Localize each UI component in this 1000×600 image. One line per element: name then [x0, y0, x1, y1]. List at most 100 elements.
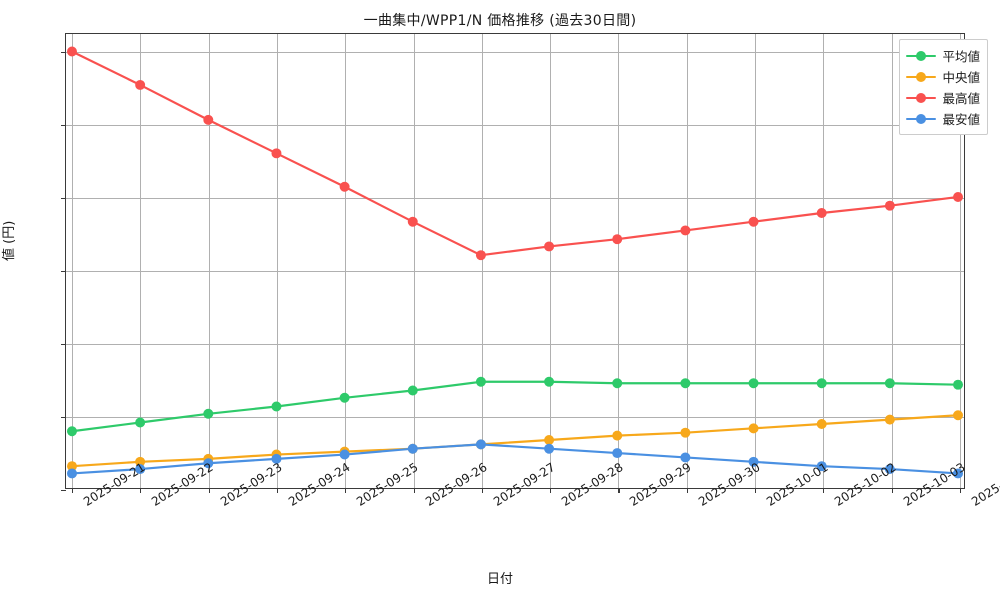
data-point	[680, 427, 691, 438]
chart-legend: 平均値中央値最高値最安値	[899, 39, 988, 135]
x-gridline	[276, 34, 278, 488]
data-point	[953, 410, 964, 421]
data-point	[66, 426, 77, 437]
data-point	[612, 378, 623, 389]
legend-swatch-icon	[906, 71, 937, 83]
series-layer	[66, 46, 964, 479]
data-point	[203, 114, 214, 125]
data-point	[884, 414, 895, 425]
legend-item-3[interactable]: 最高値	[906, 87, 980, 108]
y-gridline	[66, 197, 964, 199]
data-point	[544, 241, 555, 252]
legend-label: 中央値	[942, 70, 980, 85]
legend-item-2[interactable]: 中央値	[906, 66, 980, 87]
x-tick-label: 2025-09-24	[286, 460, 353, 509]
data-point	[544, 435, 555, 445]
x-tick-label: 2025-10-04	[969, 460, 1000, 509]
legend-swatch-icon	[906, 92, 937, 104]
legend-label: 平均値	[942, 49, 980, 64]
x-axis-label: 日付	[486, 572, 513, 587]
data-point	[475, 376, 486, 387]
x-tick-mark	[72, 488, 74, 493]
series-4	[66, 439, 964, 479]
data-point	[407, 385, 418, 396]
data-point	[407, 443, 418, 454]
x-gridline	[823, 34, 825, 488]
data-point	[748, 378, 759, 389]
x-tick-mark	[960, 488, 962, 493]
x-gridline	[550, 34, 552, 488]
series-line	[70, 414, 960, 468]
series-line	[70, 50, 960, 257]
data-point	[816, 208, 827, 218]
x-tick-mark	[276, 488, 279, 493]
x-tick-label: 2025-09-22	[149, 460, 216, 509]
x-tick-label: 2025-09-23	[218, 460, 285, 509]
data-point	[816, 461, 827, 472]
data-point	[407, 216, 418, 227]
x-tick-mark	[755, 488, 757, 493]
chart-title: 一曲集中/WPP1/N 価格推移 (過去30日間)	[363, 13, 637, 29]
data-point	[816, 418, 827, 429]
data-point	[135, 456, 146, 467]
data-point	[339, 449, 350, 460]
x-tick-mark	[550, 488, 552, 493]
data-point	[884, 378, 895, 389]
x-tick-label: 2025-09-25	[354, 460, 421, 509]
y-gridline	[66, 270, 964, 272]
x-tick-mark	[140, 488, 142, 493]
y-gridline	[66, 416, 964, 418]
x-tick-mark	[481, 488, 483, 493]
data-point	[748, 456, 759, 467]
data-point	[66, 461, 77, 472]
x-gridline	[140, 34, 142, 488]
legend-item-1[interactable]: 平均値	[906, 45, 980, 66]
data-point	[203, 458, 214, 469]
data-point	[544, 376, 555, 387]
data-point	[612, 448, 623, 459]
data-point	[135, 464, 146, 475]
x-gridline	[481, 34, 483, 488]
x-tick-mark	[345, 488, 347, 493]
x-tick-label: 2025-09-30	[696, 460, 763, 509]
legend-label: 最安値	[942, 112, 980, 127]
data-point	[748, 423, 759, 434]
data-point	[816, 378, 827, 389]
y-tick-mark	[61, 124, 66, 126]
data-point	[271, 453, 282, 464]
series-line	[70, 380, 960, 433]
data-point	[135, 417, 146, 428]
data-point	[339, 392, 350, 403]
x-tick-label: 2025-10-02	[832, 460, 899, 509]
y-tick-mark	[61, 490, 66, 492]
x-tick-mark	[208, 488, 210, 493]
x-gridline	[413, 34, 415, 488]
data-point	[884, 464, 895, 475]
data-point	[271, 148, 282, 159]
x-tick-label: 2025-10-01	[764, 460, 831, 509]
x-tick-mark	[618, 488, 620, 493]
data-point	[680, 452, 691, 463]
data-point	[66, 46, 77, 57]
legend-item-4[interactable]: 最安値	[906, 108, 980, 129]
x-gridline	[686, 34, 688, 488]
y-gridline	[66, 343, 964, 345]
data-point	[135, 79, 146, 90]
series-3	[66, 46, 964, 261]
y-axis-label: 値 (円)	[2, 220, 17, 261]
y-gridline	[66, 51, 964, 53]
x-tick-label: 2025-09-26	[423, 460, 490, 509]
data-point	[475, 250, 486, 261]
data-point	[884, 200, 895, 211]
x-tick-label: 2025-09-28	[559, 460, 626, 509]
data-point	[953, 191, 964, 202]
series-1	[66, 376, 964, 437]
x-gridline	[345, 34, 347, 488]
x-gridline	[72, 34, 73, 488]
data-point	[66, 468, 77, 479]
series-2	[66, 410, 964, 472]
data-point	[748, 216, 759, 227]
data-point	[544, 443, 555, 454]
y-gridline	[66, 124, 964, 126]
